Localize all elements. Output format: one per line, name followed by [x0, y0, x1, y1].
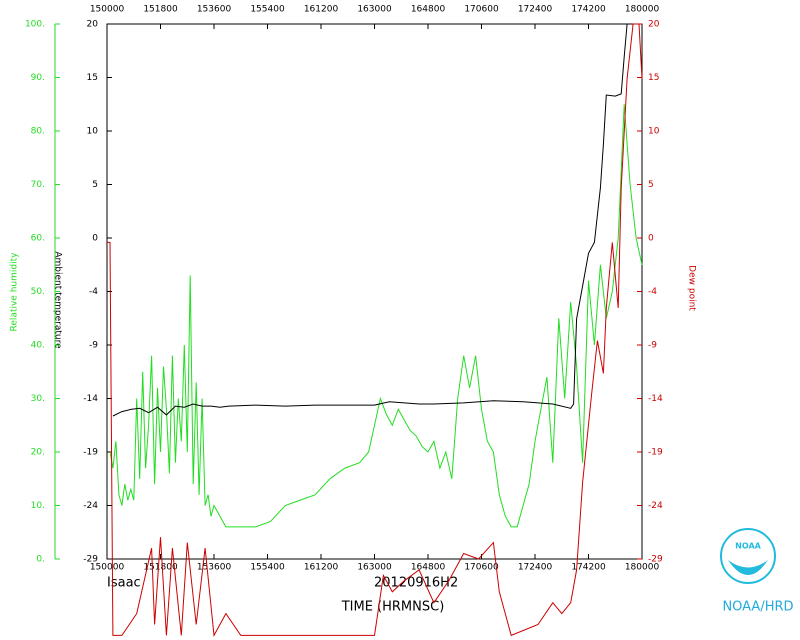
x-tick-label-top: 155400 — [250, 5, 285, 15]
logo-ring — [720, 528, 776, 584]
x-tick-label: 170600 — [464, 563, 499, 573]
logo-wave — [728, 560, 768, 575]
y2ticks-label: 10 — [648, 127, 660, 137]
y2ticks-label: -14 — [648, 394, 663, 404]
y2ticks-label: 20 — [648, 20, 660, 30]
y3ticks-label: 80. — [31, 127, 45, 137]
yticks-label: 20 — [87, 20, 99, 30]
x-tick-label-top: 151800 — [143, 5, 178, 15]
subtitle: Isaac — [107, 576, 141, 591]
chart-title: 20120916H2 — [374, 576, 458, 591]
yticks-label: 15 — [87, 73, 98, 83]
x-axis-label: TIME (HRMNSC) — [341, 600, 445, 615]
y3ticks-label: 70. — [31, 180, 45, 190]
x-tick-label: 151800 — [143, 563, 178, 573]
x-tick-label-top: 172400 — [518, 5, 553, 15]
series-line — [112, 23, 628, 417]
y3ticks-label: 50. — [31, 287, 45, 297]
x-tick-label: 163000 — [357, 563, 392, 573]
y3ticks-label: 20. — [31, 448, 45, 458]
x-tick-label: 155400 — [250, 563, 285, 573]
y2ticks-label: -19 — [648, 448, 663, 458]
y2ticks-label: -9 — [648, 341, 657, 351]
yticks-label: -9 — [89, 341, 98, 351]
plot-frame — [106, 23, 643, 560]
x-tick-label-top: 161200 — [304, 5, 339, 15]
x-tick-label: 150000 — [90, 563, 125, 573]
y3-axis-label: Relative humidity — [10, 252, 20, 332]
x-tick-label: 161200 — [304, 563, 339, 573]
credit: NOAA/HRD — [722, 600, 793, 615]
y3ticks-label: 90. — [31, 73, 45, 83]
y2ticks-label: -24 — [648, 501, 663, 511]
x-tick-label-top: 163000 — [357, 5, 392, 15]
y-axis-label: Ambient temperature — [53, 251, 63, 349]
x-tick-label: 164800 — [411, 563, 446, 573]
y3ticks-label: 30. — [31, 394, 45, 404]
x-tick-label-top: 180000 — [625, 5, 660, 15]
y3ticks-label: 0. — [36, 555, 45, 565]
x-tick-label-top: 170600 — [464, 5, 499, 15]
yticks-label: 5 — [92, 180, 98, 190]
yticks-label: 0 — [92, 234, 98, 244]
yticks-label: -29 — [83, 555, 98, 565]
logo: NOAA — [720, 528, 776, 584]
y2ticks-label: 5 — [648, 180, 654, 190]
y3ticks-label: 40. — [31, 341, 45, 351]
y2ticks-label: -4 — [648, 287, 657, 297]
x-tick-label-top: 153600 — [197, 5, 232, 15]
y2-axis-label: Dew point — [687, 265, 697, 311]
x-tick-label: 153600 — [197, 563, 232, 573]
y3ticks-label: 60. — [31, 234, 45, 244]
y2ticks-label: -29 — [648, 555, 663, 565]
x-tick-label-top: 150000 — [90, 5, 125, 15]
yticks-label: -14 — [83, 394, 98, 404]
series-line — [107, 23, 643, 638]
x-tick-label: 174200 — [571, 563, 606, 573]
x-tick-label-top: 174200 — [571, 5, 606, 15]
x-tick-label: 180000 — [625, 563, 660, 573]
y2ticks-label: 15 — [648, 73, 659, 83]
yticks-label: -4 — [89, 287, 98, 297]
y3ticks-label: 10. — [31, 501, 45, 511]
yticks-label: 10 — [87, 127, 99, 137]
y2ticks-label: 0 — [648, 234, 654, 244]
yticks-label: -19 — [83, 448, 98, 458]
x-tick-label-top: 164800 — [411, 5, 446, 15]
logo-text: NOAA — [735, 542, 761, 551]
x-tick-label: 172400 — [518, 563, 553, 573]
y3ticks-label: 100. — [25, 20, 45, 30]
yticks-label: -24 — [83, 501, 98, 511]
series-line — [109, 104, 643, 528]
